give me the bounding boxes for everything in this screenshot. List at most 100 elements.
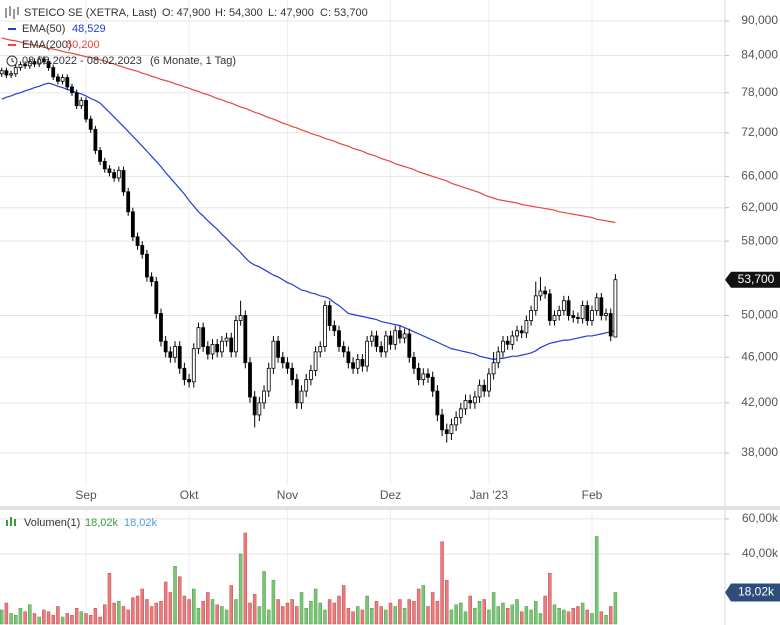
candle-body	[205, 346, 210, 355]
volume-bar	[215, 604, 219, 625]
candle-body	[70, 86, 74, 94]
ohlc-open: O: 47,900	[162, 7, 210, 19]
candle-body	[491, 362, 496, 375]
legend-label: EMA(200)	[22, 39, 72, 51]
candle-body	[533, 295, 538, 311]
candle-body	[365, 340, 370, 367]
candle-body	[18, 64, 23, 69]
candle-body	[243, 315, 248, 364]
candle-body	[585, 305, 590, 321]
candle-body	[32, 61, 37, 65]
candle-body	[262, 390, 266, 404]
volume-bar	[126, 609, 130, 625]
volume-bar	[309, 600, 313, 625]
candle-body	[613, 279, 618, 338]
legend-label: EMA(50)	[22, 23, 65, 35]
candle-body	[547, 293, 552, 321]
candle-body	[229, 337, 234, 353]
y-tick-label: 62,000	[741, 200, 778, 214]
x-tick-label: Jan '23	[470, 488, 509, 502]
volume-bar	[562, 609, 566, 625]
volume-bar	[159, 600, 163, 625]
candle-body	[23, 64, 28, 67]
y-tick-label: 78,000	[741, 85, 778, 99]
candle-body	[412, 356, 416, 369]
candle-body	[60, 77, 65, 82]
x-tick-label: Okt	[180, 488, 199, 502]
volume-bar	[515, 599, 519, 625]
last-price-tag	[725, 271, 780, 288]
volume-bar	[220, 606, 224, 625]
volume-bar	[608, 606, 613, 625]
candle-body	[4, 70, 9, 76]
volume-bar	[60, 616, 65, 625]
candle-body	[355, 359, 360, 369]
candle-body	[576, 317, 580, 319]
candle-body	[472, 396, 477, 404]
candle-body	[102, 161, 107, 170]
candle-body	[41, 58, 46, 62]
candle-body	[215, 343, 220, 353]
volume-bar	[402, 607, 407, 625]
candle-body	[308, 370, 313, 380]
volume-bar	[519, 611, 524, 625]
clock-icon	[6, 55, 18, 67]
volume-bar	[548, 572, 552, 625]
volume-bar	[121, 606, 126, 625]
volume-bar	[206, 592, 210, 625]
volume-bar	[88, 614, 93, 625]
candle-body	[79, 100, 84, 107]
volume-bar	[576, 606, 580, 625]
chart-icon	[5, 6, 19, 19]
candle-body	[440, 414, 444, 431]
volume-bar	[524, 606, 529, 625]
volume-bar	[388, 602, 393, 625]
candle-body	[187, 379, 191, 383]
candle-body	[257, 402, 262, 416]
volume-bar	[341, 585, 346, 625]
volume-bar	[262, 571, 266, 625]
volume-bar	[534, 600, 538, 625]
y-tick-label: 66,000	[741, 169, 778, 183]
candle-body	[84, 100, 88, 120]
volume-bar	[229, 585, 234, 625]
volume-bar	[290, 599, 294, 625]
volume-bar	[529, 609, 533, 625]
volume-bar	[224, 609, 229, 625]
candle-body	[93, 128, 98, 151]
candle-body	[234, 320, 238, 353]
candle-body	[416, 367, 421, 380]
candle-body	[294, 379, 299, 404]
candle-body	[219, 340, 224, 353]
volume-bar	[187, 599, 191, 625]
volume-bar	[501, 602, 505, 625]
candle-body	[177, 346, 182, 369]
volume-bar	[426, 606, 430, 625]
volume-bar	[304, 607, 308, 625]
candle-body	[393, 330, 398, 345]
volume-bar	[421, 585, 426, 625]
candle-body	[463, 400, 468, 410]
volume-bar	[4, 602, 9, 625]
volume-bar	[74, 607, 79, 625]
candle-body	[163, 340, 168, 353]
volume-bar	[449, 609, 454, 625]
y-tick-label: 58,000	[741, 233, 778, 247]
ohlc-high: H: 54,300	[215, 7, 263, 19]
candle-body	[37, 58, 42, 65]
volume-bar	[98, 616, 102, 625]
candle-body	[398, 330, 402, 339]
candle-body	[519, 330, 524, 334]
candle-body	[388, 335, 393, 345]
volume-bar	[440, 541, 444, 625]
volume-bar	[379, 606, 383, 625]
candle-body	[552, 315, 557, 321]
volume-bar	[271, 579, 276, 625]
volume-bar	[9, 613, 13, 625]
volume-bar	[37, 616, 41, 625]
volume-bar	[355, 606, 360, 625]
candle-body	[9, 73, 13, 76]
candle-body	[374, 335, 379, 347]
volume-bar	[407, 599, 412, 625]
candle-body	[566, 300, 571, 316]
